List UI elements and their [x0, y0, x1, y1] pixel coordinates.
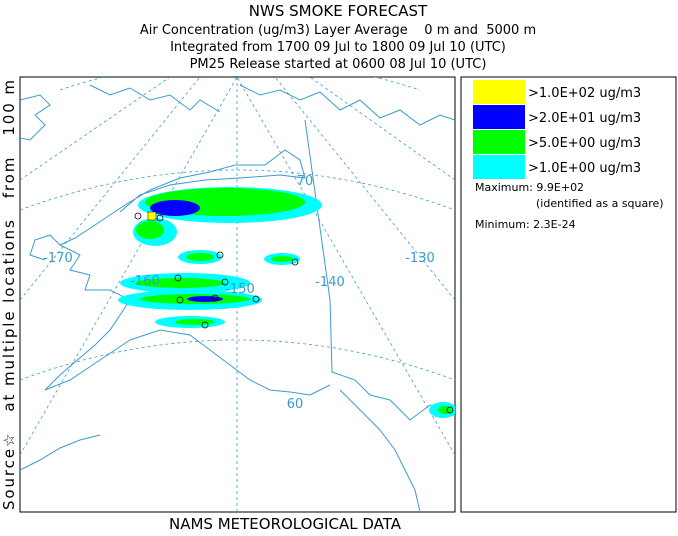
map-content	[20, 77, 455, 512]
smoke-plume	[136, 221, 164, 239]
smoke-plume	[175, 319, 215, 325]
legend-label: >5.0E+00 ug/m3	[528, 136, 641, 151]
legend-swatch	[473, 80, 525, 104]
legend-swatch	[473, 155, 525, 179]
longitude-label: -130	[405, 251, 435, 266]
subtitle: PM25 Release started at 0600 08 Jul 10 (…	[190, 57, 487, 72]
graticule-line	[236, 77, 455, 456]
legend-swatch	[473, 105, 525, 129]
latitude-label: 70	[297, 174, 314, 189]
graticule-line	[20, 169, 455, 211]
source-marker	[176, 296, 184, 304]
longitude-label: -160	[130, 274, 160, 289]
coastline	[304, 119, 451, 421]
smoke-plume	[438, 406, 452, 414]
legend: Maximum: 9.9E+02 (identified as a square…	[460, 76, 677, 513]
minimum: Minimum: 2.3E-24	[475, 218, 576, 231]
smoke-plume	[186, 253, 214, 261]
footer: NAMS METEOROLOGICAL DATA	[169, 515, 402, 532]
smoke-plume	[271, 256, 293, 262]
coastline	[239, 84, 455, 126]
coastline	[20, 94, 51, 141]
source-marker	[174, 274, 182, 282]
legend-label: >2.0E+01 ug/m3	[528, 111, 641, 126]
smoke-plume	[150, 200, 200, 216]
legend-swatch	[473, 130, 525, 154]
maximum: Maximum: 9.9E+02	[475, 181, 584, 194]
source-marker	[134, 212, 142, 220]
source-marker	[252, 295, 260, 303]
side-label: Source☆ at multiple locations from 100 m	[0, 80, 18, 510]
coastline	[339, 389, 421, 512]
latitude-label: 60	[287, 397, 304, 412]
source-marker	[211, 294, 219, 302]
source-marker	[291, 258, 299, 266]
group	[134, 212, 454, 414]
longitude-label: -140	[315, 275, 345, 290]
longitude-label: -170	[43, 251, 73, 266]
coastline	[20, 434, 101, 471]
source-marker	[201, 321, 209, 329]
graticule-line	[20, 339, 455, 381]
coastline	[44, 149, 331, 396]
legend-label: >1.0E+02 ug/m3	[528, 86, 641, 101]
graticule-line	[20, 77, 238, 456]
source-marker	[221, 278, 229, 286]
source-marker	[446, 406, 454, 414]
subtitle: Air Concentration (ug/m3) Layer Average …	[140, 23, 536, 38]
frame	[147, 211, 157, 221]
title: NWS SMOKE FORECAST	[249, 2, 428, 20]
maximum-note: (identified as a square)	[536, 197, 664, 210]
coastline	[29, 234, 61, 261]
coastline	[89, 84, 221, 113]
graticule-line	[20, 77, 171, 181]
source-marker	[216, 251, 224, 259]
legend-label: >1.0E+00 ug/m3	[528, 161, 641, 176]
smoke-plume	[135, 278, 225, 288]
subtitle: Integrated from 1700 09 Jul to 1800 09 J…	[170, 40, 506, 55]
source-marker	[156, 214, 164, 222]
longitude-label: -150	[225, 282, 255, 297]
map: -170 -160 -150 -140 -130 70 60	[19, 76, 456, 513]
